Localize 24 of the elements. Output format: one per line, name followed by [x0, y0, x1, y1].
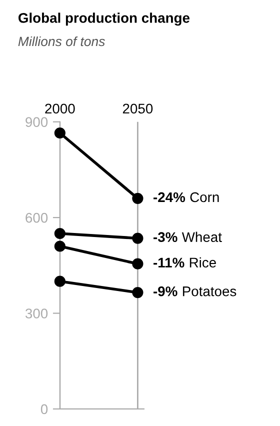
- point: [132, 258, 144, 270]
- point: [132, 192, 144, 204]
- text: -11%: [154, 258, 184, 268]
- x-tick-label: 2050: [122, 104, 153, 114]
- y-tick-label: 600: [26, 212, 48, 223]
- point: [132, 232, 144, 244]
- chart-title: Global production change: [18, 12, 190, 26]
- text: -24%: [154, 192, 186, 202]
- text: -9%: [154, 286, 178, 296]
- point: [54, 127, 66, 139]
- x-tick-label: 2000: [45, 104, 75, 114]
- text: -3%: [154, 232, 178, 242]
- y-tick-label: 300: [25, 308, 48, 318]
- chart-subtitle: Millions of tons: [18, 36, 105, 46]
- text: Corn: [190, 192, 219, 202]
- point: [54, 276, 66, 287]
- point: [54, 240, 66, 252]
- text: Rice: [190, 257, 216, 268]
- text: Potatoes: [182, 286, 236, 296]
- point: [132, 286, 144, 298]
- text: Wheat: [182, 232, 222, 242]
- y-tick-label: 0: [40, 404, 48, 414]
- point: [54, 228, 66, 240]
- y-tick-label: 900: [26, 117, 48, 128]
